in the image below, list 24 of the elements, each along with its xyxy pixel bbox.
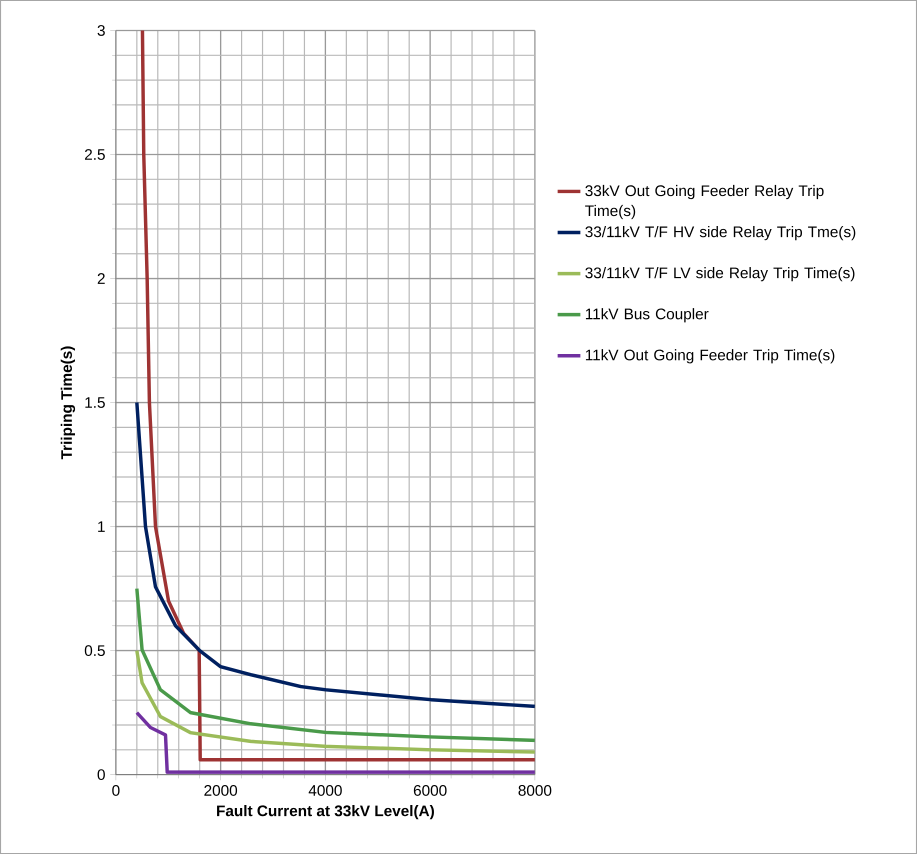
y-tick-label: 0.5 — [84, 645, 105, 656]
x-tick-label: 0 — [112, 784, 120, 796]
y-axis-title: Triiping Time(s) — [60, 346, 76, 460]
x-tick-label: 4000 — [308, 784, 342, 796]
line-series — [135, 648, 535, 754]
line-series — [140, 30, 535, 762]
y-tick-label: 2.5 — [84, 149, 105, 160]
y-tick-label: 0 — [98, 769, 105, 780]
x-tick-label: 6000 — [414, 784, 447, 796]
x-tick-label: 2000 — [204, 784, 238, 796]
x-axis-title: Fault Current at 33kV Level(A) — [217, 804, 434, 820]
legend-label: 33/11kV T/F LV side Relay Trip Time(s) — [585, 267, 854, 282]
y-tick-label: 2 — [98, 273, 105, 284]
legend-label: 33kV Out Going Feeder Relay Trip Time(s) — [585, 184, 824, 220]
y-tick-label: 1 — [98, 521, 105, 532]
x-tick-label: 8000 — [518, 784, 552, 796]
legend-label: 11kV Bus Coupler — [586, 308, 708, 322]
legend-label: 11kV Out Going Feeder Trip Time(s) — [586, 349, 834, 364]
y-tick-label: 3 — [98, 25, 105, 36]
line-series — [135, 710, 535, 774]
line-series — [135, 586, 535, 742]
y-tick-label: 1.5 — [85, 397, 105, 408]
legend-label: 33/11kV T/F HV side Relay Trip Tme(s) — [585, 226, 856, 240]
line-series — [135, 400, 535, 708]
